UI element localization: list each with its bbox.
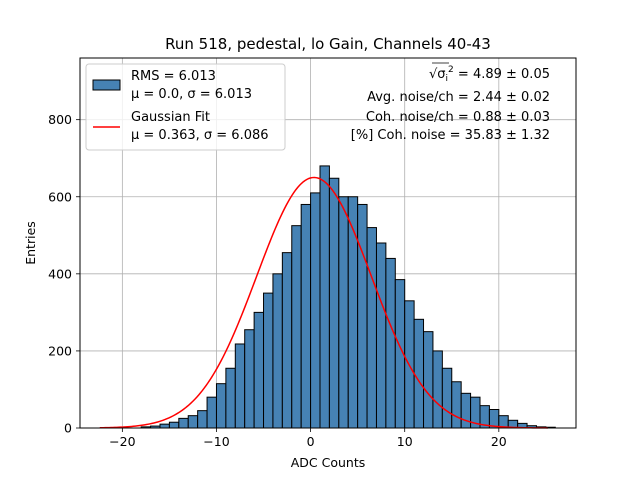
histogram-bar (197, 410, 208, 429)
histogram-bar (357, 203, 368, 429)
x-axis-label: ADC Counts (291, 455, 366, 470)
histogram-bar (206, 396, 217, 429)
plot-frame (79, 57, 577, 429)
y-tick-label: 200 (48, 343, 72, 358)
histogram-bar (272, 273, 283, 429)
histogram-bar (300, 203, 312, 429)
x-tick-label: −10 (203, 434, 229, 449)
y-tick-label: 0 (64, 421, 72, 436)
histogram-bar (291, 225, 302, 429)
histogram-bar (159, 423, 170, 429)
histogram-bar (347, 196, 359, 429)
legend: RMS = 6.013 μ = 0.0, σ = 6.013 Gaussian … (85, 63, 286, 151)
chart-title: Run 518, pedestal, lo Gain, Channels 40-… (165, 35, 491, 53)
y-tick-label: 800 (48, 112, 72, 127)
histogram-bar (423, 331, 434, 429)
legend-fit-stats: μ = 0.363, σ = 6.086 (131, 128, 269, 143)
stats-coh-noise: Coh. noise/ch = 0.88 ± 0.03 (366, 110, 550, 125)
stats-avg-noise: Avg. noise/ch = 2.44 ± 0.02 (367, 90, 550, 105)
legend-box (85, 63, 286, 151)
gaussian-fit-line (99, 176, 548, 429)
stats-sigma-line: √σi2 = 4.89 ± 0.05 (429, 65, 550, 84)
histogram-bar (187, 415, 199, 429)
histogram-bar (253, 311, 265, 429)
histogram-bar (451, 381, 462, 429)
histogram-bar (328, 177, 340, 429)
stats-annotations: √σi2 = 4.89 ± 0.05 Avg. noise/ch = 2.44 … (351, 62, 550, 143)
histogram-bar (432, 350, 443, 429)
x-tick-label: 0 (307, 434, 315, 449)
histogram-bar (178, 417, 189, 429)
y-tick-label: 400 (48, 266, 72, 281)
histogram-bar (263, 292, 274, 429)
y-tick-label: 600 (48, 189, 72, 204)
histogram-bar (319, 165, 330, 429)
histogram-bar (413, 318, 425, 429)
x-tick-label: 20 (491, 434, 507, 449)
histogram-bar (366, 227, 377, 429)
x-axis-ticks: −20 −10 0 10 20 (109, 428, 507, 449)
histogram-bar (385, 257, 396, 429)
legend-histogram-swatch (92, 79, 121, 91)
histogram-bar (460, 392, 472, 429)
histogram-bar (281, 252, 293, 429)
histogram-bar (168, 421, 180, 429)
histogram-bar (215, 383, 227, 429)
x-tick-label: −20 (109, 434, 135, 449)
histogram-bar (244, 329, 255, 429)
legend-fit-label: Gaussian Fit (131, 110, 210, 125)
histogram-bar (310, 192, 321, 429)
histogram-bar (234, 343, 246, 429)
stats-coh-noise-pct: [%] Coh. noise = 35.83 ± 1.32 (351, 128, 550, 143)
histogram-bar (225, 367, 236, 429)
y-axis-ticks: 0 200 400 600 800 (48, 112, 80, 436)
x-tick-label: 10 (397, 434, 413, 449)
legend-histogram-stats: μ = 0.0, σ = 6.013 (131, 87, 252, 102)
histogram-bar (441, 367, 453, 429)
y-axis-label: Entries (23, 221, 38, 265)
legend-histogram-label: RMS = 6.013 (131, 69, 216, 84)
histogram-bar (338, 196, 349, 429)
histogram-bar (375, 242, 387, 429)
